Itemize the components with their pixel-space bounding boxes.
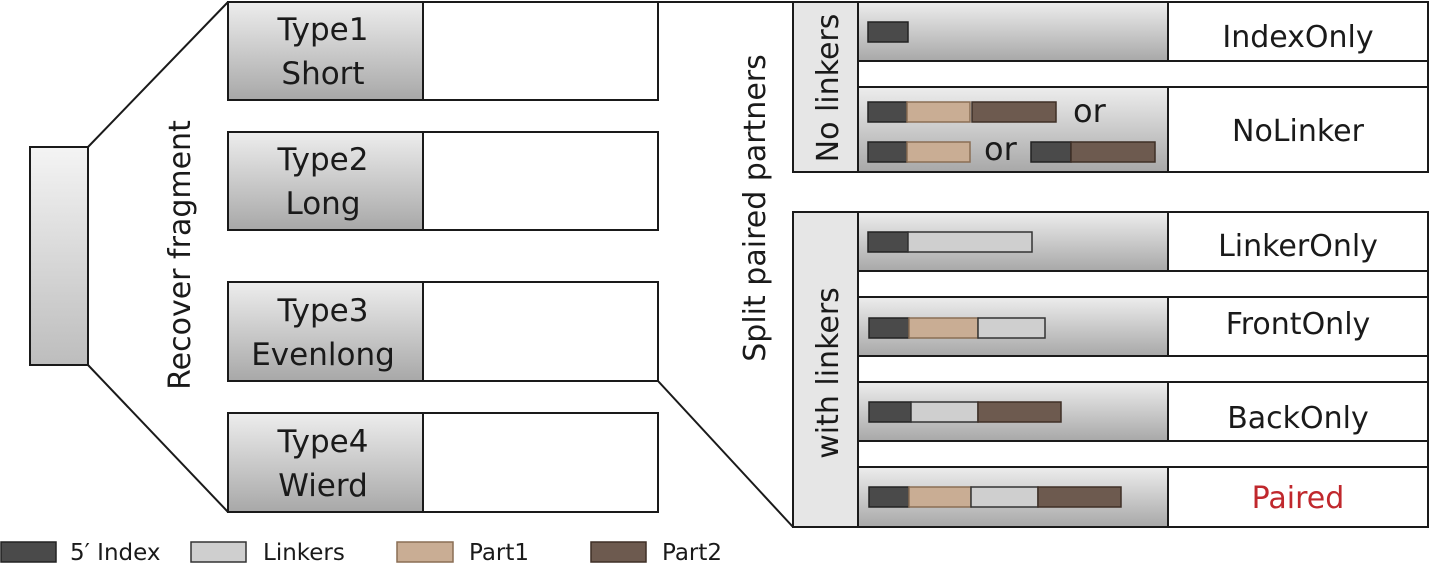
legend-label-part1: Part1	[469, 540, 529, 566]
linkeronly-index	[867, 231, 909, 253]
paired-label-box	[1167, 466, 1429, 528]
recover-fragment-label: Recover fragment	[163, 120, 198, 390]
split-paired-partners-label: Split paired partners	[738, 54, 773, 362]
type1-name: Type1	[277, 12, 369, 48]
legend-swatch-part1	[396, 541, 454, 563]
backonly-part2	[977, 401, 1062, 423]
nolinker-a-part2	[971, 101, 1057, 123]
backonly-index	[868, 401, 912, 423]
no-linkers-label: No linkers	[811, 14, 846, 163]
nolinker-c-part2	[1070, 141, 1156, 163]
frontonly-label-box	[1167, 296, 1429, 357]
separator-strip-4	[857, 440, 1429, 468]
linkeronly-label: LinkerOnly	[1218, 229, 1378, 264]
type3-desc: Evenlong	[251, 337, 395, 373]
type1-box: Type1 Short	[227, 1, 659, 101]
linkeronly-linker	[907, 231, 1033, 253]
backonly-linker	[910, 401, 979, 423]
paired-part1	[908, 486, 972, 508]
type3-box: Type3 Evenlong	[227, 281, 659, 382]
paired-index	[868, 486, 910, 508]
indexonly-read-box	[857, 1, 1169, 62]
source-fragment-box	[29, 146, 89, 366]
frontonly-index	[868, 317, 910, 339]
type4-desc: Wierd	[278, 468, 368, 504]
legend-swatch-index	[0, 541, 57, 563]
legend-label-index: 5′ Index	[70, 540, 160, 566]
legend: 5′ Index Linkers Part1 Part2	[0, 540, 722, 566]
nolinker-b-index	[867, 141, 908, 163]
paired-linker	[970, 486, 1039, 508]
frontonly-part1	[908, 317, 979, 339]
paired-part2	[1037, 486, 1122, 508]
indexonly-label-box	[1167, 1, 1429, 62]
nolinker-or-2: or	[984, 130, 1018, 168]
connector-line-bottom	[87, 364, 229, 513]
separator-strip	[857, 60, 1429, 88]
nolinker-b-part1	[906, 141, 971, 163]
with-linkers-group: with linkers LinkerOnly FrontOnly BackOn…	[792, 211, 1429, 528]
frontonly-linker	[977, 317, 1046, 339]
type2-box: Type2 Long	[227, 131, 659, 231]
legend-swatch-part2	[590, 541, 647, 563]
type4-box: Type4 Wierd	[227, 412, 659, 513]
separator-strip-3	[857, 355, 1429, 383]
type4-name: Type4	[277, 424, 369, 460]
legend-swatch-linker	[190, 541, 247, 563]
legend-label-linker: Linkers	[263, 540, 345, 566]
type2-desc: Long	[285, 186, 360, 222]
indexonly-index-segment	[867, 21, 909, 43]
nolinker-or-1: or	[1073, 92, 1107, 130]
separator-strip-2	[857, 270, 1429, 298]
nolinker-a-index	[867, 101, 908, 123]
frontonly-label: FrontOnly	[1226, 307, 1371, 342]
backonly-label: BackOnly	[1227, 401, 1369, 436]
type3-name: Type3	[277, 293, 369, 329]
paired-label: Paired	[1252, 481, 1345, 516]
linkeronly-label-box	[1167, 211, 1429, 272]
nolinker-a-part1	[906, 101, 971, 123]
legend-label-part2: Part2	[662, 540, 722, 566]
type1-desc: Short	[281, 56, 364, 92]
type2-name: Type2	[277, 142, 369, 178]
with-linkers-label: with linkers	[811, 287, 846, 459]
connector-line-top	[87, 1, 229, 148]
nolinker-c-index	[1030, 141, 1072, 163]
connector-line-bottom-right	[657, 380, 794, 528]
no-linkers-group: No linkers IndexOnly NoLinker or or	[792, 1, 1429, 173]
nolinker-label-box	[1167, 86, 1429, 173]
nolinker-label: NoLinker	[1232, 114, 1365, 149]
indexonly-label: IndexOnly	[1222, 20, 1373, 55]
